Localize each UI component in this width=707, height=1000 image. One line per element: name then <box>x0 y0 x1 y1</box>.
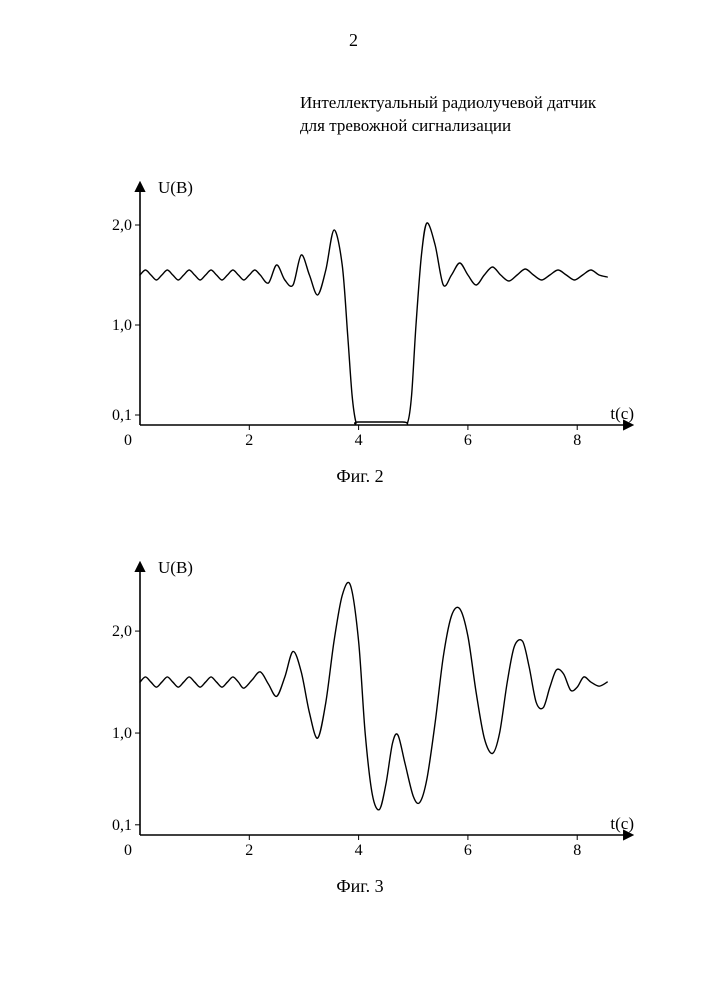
svg-text:2: 2 <box>245 432 253 449</box>
svg-text:t(c): t(c) <box>610 814 634 833</box>
svg-text:0: 0 <box>124 842 132 859</box>
page: 2 Интеллектуальный радиолучевой датчик д… <box>0 0 707 1000</box>
svg-text:8: 8 <box>573 432 581 449</box>
figure-2-caption: Фиг. 2 <box>80 466 640 487</box>
figure-2-chart: 0 2 4 6 8 0,1 1,0 2,0 U(B) t(c) <box>80 175 640 455</box>
page-number: 2 <box>0 30 707 51</box>
svg-text:1,0: 1,0 <box>112 317 132 334</box>
svg-text:2,0: 2,0 <box>112 623 132 640</box>
svg-text:2: 2 <box>245 842 253 859</box>
title-line-1: Интеллектуальный радиолучевой датчик <box>300 92 640 115</box>
svg-text:1,0: 1,0 <box>112 725 132 742</box>
svg-text:4: 4 <box>355 842 363 859</box>
svg-text:4: 4 <box>355 432 363 449</box>
svg-text:6: 6 <box>464 432 472 449</box>
document-title: Интеллектуальный радиолучевой датчик для… <box>300 92 640 138</box>
svg-text:t(c): t(c) <box>610 404 634 423</box>
figure-2: 0 2 4 6 8 0,1 1,0 2,0 U(B) t(c) Фиг. 2 <box>80 175 640 487</box>
figure-3-chart: 0 2 4 6 8 0,1 1,0 2,0 U(B) t(c) <box>80 555 640 865</box>
figure-3: 0 2 4 6 8 0,1 1,0 2,0 U(B) t(c) Фиг. 3 <box>80 555 640 897</box>
svg-text:U(B): U(B) <box>158 178 193 197</box>
title-line-2: для тревожной сигнализации <box>300 115 640 138</box>
svg-text:0,1: 0,1 <box>112 817 132 834</box>
svg-text:0,1: 0,1 <box>112 407 132 424</box>
svg-text:U(B): U(B) <box>158 558 193 577</box>
svg-text:2,0: 2,0 <box>112 217 132 234</box>
svg-text:6: 6 <box>464 842 472 859</box>
svg-text:0: 0 <box>124 432 132 449</box>
figure-3-caption: Фиг. 3 <box>80 876 640 897</box>
svg-text:8: 8 <box>573 842 581 859</box>
